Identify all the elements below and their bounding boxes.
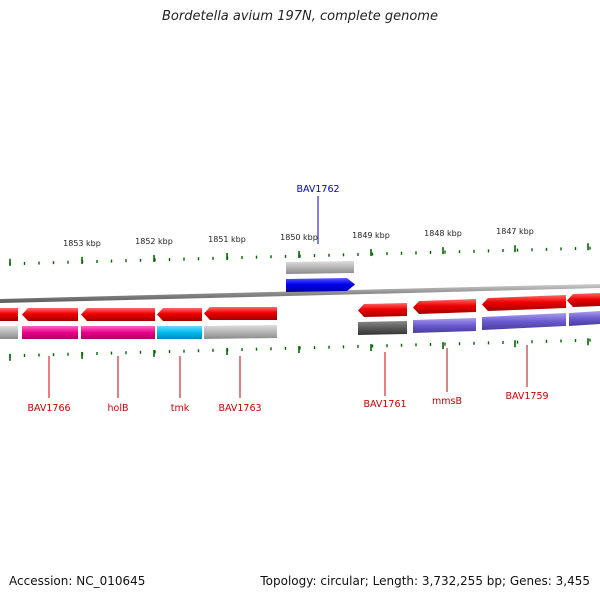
scale-tick-label: 1848 kbp xyxy=(424,229,462,238)
cog-bar-mmsb xyxy=(413,318,476,333)
cog-bar-right-edge xyxy=(569,311,600,326)
gene-arrow-left-edge xyxy=(0,308,18,321)
gene-arrow-bav1766 xyxy=(22,308,78,321)
gene-arrow-holb xyxy=(81,308,155,321)
gene-label: BAV1761 xyxy=(363,399,406,410)
gene-arrow-bav1762 xyxy=(286,278,355,292)
genome-backbone xyxy=(0,284,600,303)
gene-label: BAV1762 xyxy=(296,184,339,195)
scale-ticks-upper xyxy=(9,243,591,266)
gene-label: tmk xyxy=(171,403,190,414)
cog-bar-left-edge xyxy=(0,326,18,339)
gene-arrow-bav1761 xyxy=(358,303,407,317)
gene-arrow-tmk xyxy=(157,308,202,321)
map-title: Bordetella avium 197N, complete genome xyxy=(162,9,438,24)
gene-label: BAV1766 xyxy=(27,403,70,414)
cog-bar-tmk xyxy=(157,326,202,339)
gene-arrow-bav1759 xyxy=(482,295,566,311)
gene-label: mmsB xyxy=(432,396,462,407)
gene-labels: BAV1766 holB tmk BAV1763 BAV1762 BAV1761 mmsB B… xyxy=(27,184,548,414)
gene-arrow-bav1763 xyxy=(204,307,277,320)
gene-arrow-right-edge xyxy=(567,293,600,307)
gene-label: BAV1759 xyxy=(505,391,548,402)
topology-summary: Topology: circular; Length: 3,732,255 bp… xyxy=(260,574,590,588)
scale-tick-label: 1852 kbp xyxy=(135,237,173,246)
gene-arrow-mmsb xyxy=(413,299,476,314)
scale-tick-labels: 1853 kbp 1852 kbp 1851 kbp 1850 kbp 1849 kbp… xyxy=(63,227,534,248)
cog-bar-holb xyxy=(81,326,155,339)
cog-bar-bav1763 xyxy=(204,325,277,339)
scale-ticks-lower xyxy=(9,338,591,361)
gene-label: BAV1763 xyxy=(218,403,261,414)
cog-bar-bav1766 xyxy=(22,326,78,339)
gene-label: holB xyxy=(108,403,129,414)
scale-tick-label: 1851 kbp xyxy=(208,235,246,244)
scale-tick-label: 1849 kbp xyxy=(352,231,390,240)
scale-tick-label: 1847 kbp xyxy=(496,227,534,236)
cog-bar-bav1761 xyxy=(358,321,407,335)
cog-bar-bav1762 xyxy=(286,261,354,274)
accession-text: Accession: NC_010645 xyxy=(9,574,146,588)
scale-tick-label: 1850 kbp xyxy=(280,233,318,242)
cog-bar-bav1759 xyxy=(482,313,566,330)
scale-tick-label: 1853 kbp xyxy=(63,239,101,248)
